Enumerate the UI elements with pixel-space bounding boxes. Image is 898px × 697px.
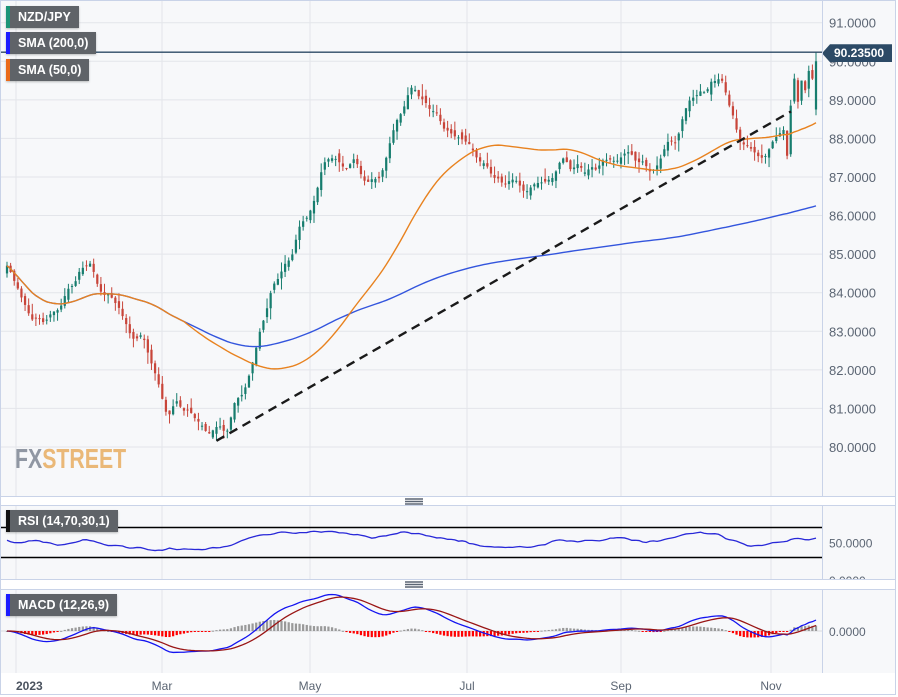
svg-text:87.0000: 87.0000 xyxy=(829,170,876,185)
svg-text:50.0000: 50.0000 xyxy=(829,537,873,551)
svg-text:82.0000: 82.0000 xyxy=(829,363,876,378)
svg-text:86.0000: 86.0000 xyxy=(829,209,876,224)
svg-text:2023: 2023 xyxy=(16,679,43,693)
svg-text:Sep: Sep xyxy=(610,679,632,693)
svg-text:89.0000: 89.0000 xyxy=(829,93,876,108)
svg-text:91.0000: 91.0000 xyxy=(829,16,876,31)
svg-text:84.0000: 84.0000 xyxy=(829,286,876,301)
svg-text:83.0000: 83.0000 xyxy=(829,324,876,339)
svg-text:0.0000: 0.0000 xyxy=(829,625,866,639)
svg-text:Jul: Jul xyxy=(459,679,474,693)
svg-text:85.0000: 85.0000 xyxy=(829,247,876,262)
svg-text:88.0000: 88.0000 xyxy=(829,131,876,146)
svg-text:81.0000: 81.0000 xyxy=(829,401,876,416)
svg-text:May: May xyxy=(299,679,322,693)
svg-text:Mar: Mar xyxy=(152,679,173,693)
svg-text:80.0000: 80.0000 xyxy=(829,440,876,455)
svg-text:Nov: Nov xyxy=(760,679,781,693)
